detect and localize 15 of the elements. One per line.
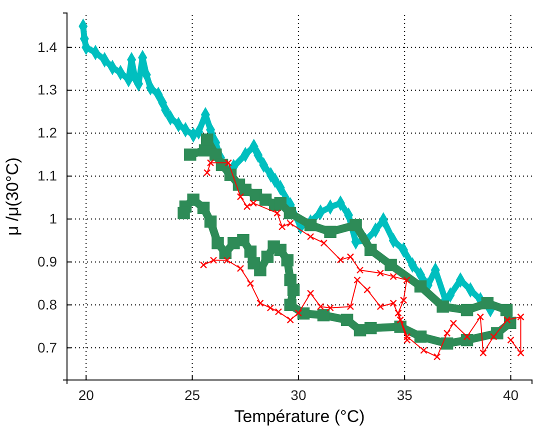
x-tick-label: 35 (396, 386, 413, 403)
y-tick-label: 1 (49, 210, 58, 227)
y-tick-label: 1.4 (38, 38, 58, 55)
x-tick-label: 20 (78, 386, 94, 403)
y-tick-label: 0.7 (38, 339, 58, 356)
x-tick-label: 40 (502, 386, 519, 403)
y-tick-label: 1.2 (38, 124, 58, 141)
x-axis-title: Température (°C) (234, 407, 365, 426)
y-tick-label: 0.8 (38, 296, 58, 312)
y-tick-label: 0.9 (38, 253, 58, 270)
y-tick-label: 1.3 (38, 82, 58, 98)
x-tick-label: 30 (290, 386, 306, 403)
x-tick-label: 25 (184, 386, 200, 403)
y-tick-label: 1.1 (38, 168, 58, 184)
y-axis-title: μ /μ(30°C) (3, 157, 22, 236)
